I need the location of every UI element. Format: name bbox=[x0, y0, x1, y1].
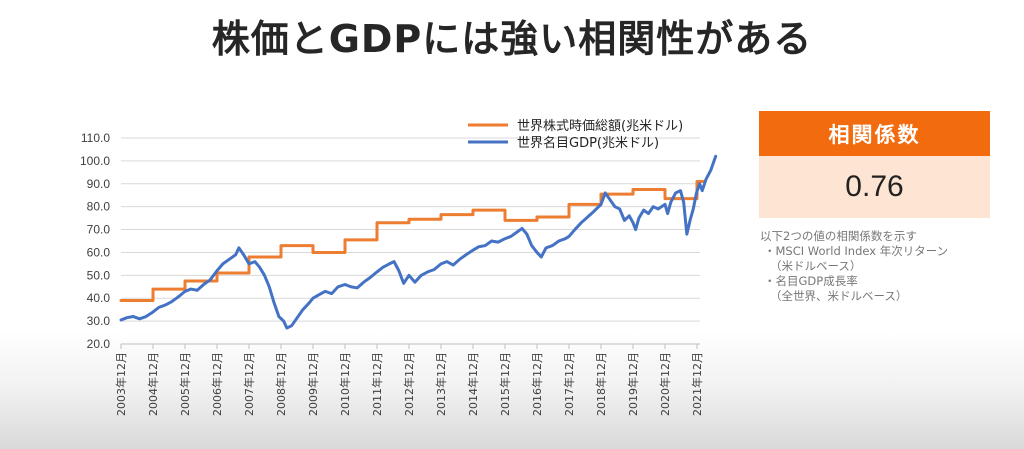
x-tick-label: 2013年12月 bbox=[434, 352, 448, 416]
correlation-value: 0.76 bbox=[759, 156, 990, 218]
y-tick-label: 80.0 bbox=[87, 200, 111, 214]
x-tick-label: 2016年12月 bbox=[530, 352, 544, 416]
x-tick-label: 2018年12月 bbox=[594, 352, 608, 416]
legend-label: 世界名目GDP(兆米ドル) bbox=[517, 135, 659, 151]
note-line: （全世界、米ドルベース） bbox=[770, 289, 908, 303]
x-tick-label: 2003年12月 bbox=[114, 352, 128, 416]
y-tick-label: 100.0 bbox=[80, 154, 110, 168]
series-lines bbox=[119, 154, 718, 330]
y-tick-label: 110.0 bbox=[81, 131, 110, 145]
x-tick-label: 2012年12月 bbox=[402, 352, 416, 416]
note-line: ・MSCI World Index 年次リターン bbox=[764, 244, 949, 258]
y-tick-label: 60.0 bbox=[87, 245, 111, 259]
x-axis: 2003年12月 2004年12月 2005年12月 2006年12月 2007年12月… bbox=[114, 343, 704, 416]
x-tick-label: 2019年12月 bbox=[626, 352, 640, 416]
x-tick-label: 2005年12月 bbox=[178, 352, 192, 416]
correlation-notes: 以下2つの値の相関係数を示す ・MSCI World Index 年次リターン … bbox=[760, 229, 1000, 304]
x-tick-label: 2021年12月 bbox=[690, 352, 704, 416]
y-tick-label: 70.0 bbox=[87, 223, 111, 237]
y-tick-label: 20.0 bbox=[87, 337, 111, 351]
x-tick-label: 2020年12月 bbox=[658, 352, 672, 416]
series-line-market-cap bbox=[119, 179, 707, 303]
x-tick-label: 2015年12月 bbox=[498, 352, 512, 416]
x-tick-label: 2010年12月 bbox=[338, 352, 352, 416]
note-line: （米ドルベース） bbox=[770, 259, 862, 273]
chart-legend: 世界株式時価総額(兆米ドル)世界名目GDP(兆米ドル) bbox=[468, 119, 683, 151]
y-tick-label: 30.0 bbox=[87, 314, 111, 328]
legend-label: 世界株式時価総額(兆米ドル) bbox=[517, 119, 683, 134]
y-tick-label: 40.0 bbox=[87, 291, 111, 305]
x-tick-label: 2007年12月 bbox=[242, 352, 256, 416]
chart-gridlines bbox=[121, 137, 700, 345]
note-line: ・名目GDP成長率 bbox=[764, 274, 858, 288]
y-tick-label: 50.0 bbox=[87, 268, 111, 282]
y-tick-label: 90.0 bbox=[87, 177, 111, 191]
correlation-header: 相関係数 bbox=[759, 111, 990, 156]
x-tick-label: 2004年12月 bbox=[146, 352, 160, 416]
x-tick-label: 2017年12月 bbox=[562, 352, 576, 416]
x-tick-label: 2014年12月 bbox=[466, 352, 480, 416]
x-tick-label: 2006年12月 bbox=[210, 352, 224, 416]
x-tick-label: 2008年12月 bbox=[274, 352, 288, 416]
y-axis: 20.0 30.0 40.0 50.0 60.0 70.0 80.0 90.0 100.0 110… bbox=[80, 131, 110, 351]
note-line: 以下2つの値の相関係数を示す bbox=[760, 229, 917, 243]
slide-title: 株価とGDPには強い相関性がある bbox=[211, 17, 813, 61]
x-tick-label: 2009年12月 bbox=[306, 352, 320, 416]
series-line-gdp bbox=[119, 154, 718, 330]
x-tick-label: 2011年12月 bbox=[370, 352, 384, 416]
correlation-panel: 相関係数 0.76 bbox=[759, 111, 990, 218]
